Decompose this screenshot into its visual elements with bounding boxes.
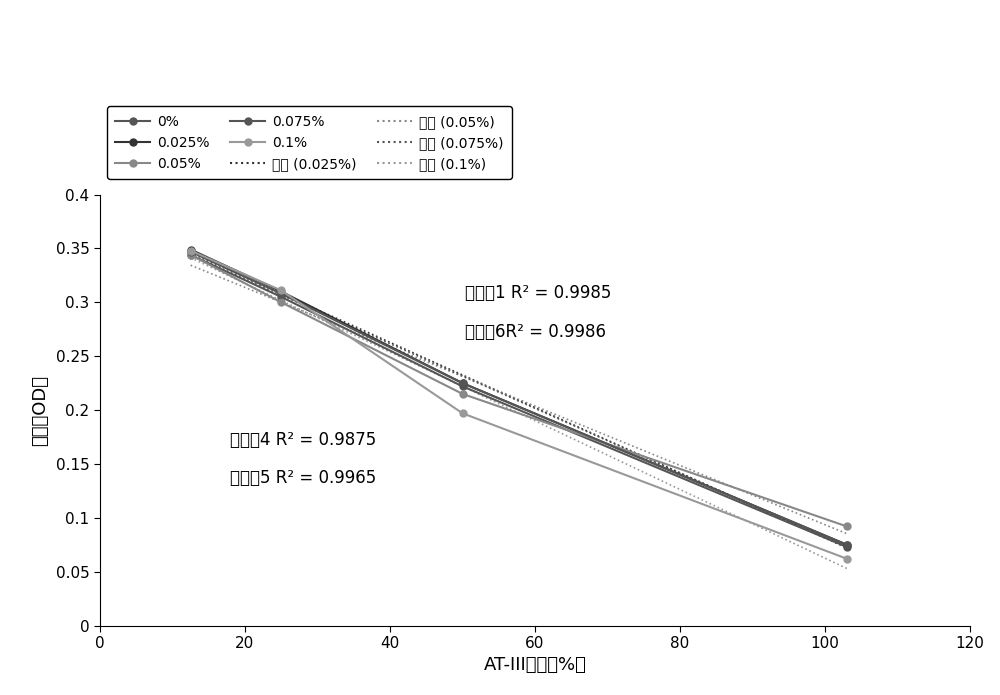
Text: 实施例6R² = 0.9986: 实施例6R² = 0.9986 [465,322,606,341]
Text: 实施例4 R² = 0.9875: 实施例4 R² = 0.9875 [230,430,377,448]
Y-axis label: 吸光度OD値: 吸光度OD値 [31,375,49,445]
Text: 实施例1 R² = 0.9985: 实施例1 R² = 0.9985 [465,284,612,302]
Text: 实施例5 R² = 0.9965: 实施例5 R² = 0.9965 [230,469,377,487]
X-axis label: AT-III活性（%）: AT-III活性（%） [484,657,586,674]
Legend: 0%, 0.025%, 0.05%, 0.075%, 0.1%, 线性 (0.025%), 线性 (0.05%), 线性 (0.075%), 线性 (0.1%): 0%, 0.025%, 0.05%, 0.075%, 0.1%, 线性 (0.0… [107,106,512,179]
